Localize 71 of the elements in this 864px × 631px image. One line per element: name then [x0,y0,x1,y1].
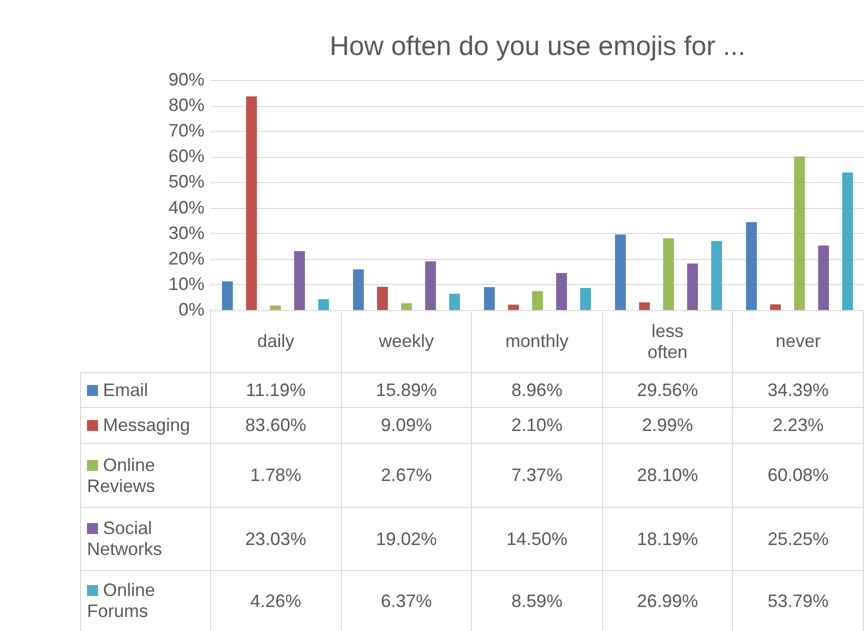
bar [770,304,781,310]
data-label: 25.25% [732,508,864,570]
y-tick-label: 60% [168,146,204,166]
y-tick-label: 40% [168,197,204,218]
data-label: 2.67% [341,444,472,508]
data-label: 28.10% [602,444,733,508]
bar [818,245,829,310]
bar [687,264,698,310]
legend-label: Online Forums [87,580,156,622]
data-label: 15.89% [341,372,472,408]
bar [425,261,436,310]
bar [794,156,805,310]
x-tick-label: monthly [504,331,570,352]
data-label: 14.50% [472,508,602,570]
bar [246,96,257,310]
data-label: 9.09% [341,408,472,444]
bar [746,222,757,310]
data-label: 2.23% [732,408,864,444]
x-tick-label: weekly [378,331,435,352]
legend-label: Social Networks [87,518,164,560]
bar [580,288,591,310]
bar [294,251,305,310]
bar [615,234,626,310]
y-tick-label: 10% [168,274,204,294]
data-label: 2.10% [472,408,602,444]
bar [353,269,364,310]
data-label: 8.59% [472,570,602,631]
bar [532,291,543,310]
data-label: 53.79% [732,570,864,631]
y-tick-label: 50% [168,172,204,192]
data-label: 8.96% [472,372,602,408]
y-tick-label: 90% [168,70,204,90]
y-tick-label: 70% [168,120,204,141]
data-label: 34.39% [732,372,864,408]
y-tick-label: 0% [178,300,204,320]
y-tick-label: 80% [168,95,204,116]
data-label: 7.37% [472,444,602,508]
x-tick-label: never [774,331,822,352]
bar [270,305,281,310]
bar [639,302,650,310]
data-label: 11.19% [210,372,342,408]
bar [484,287,495,310]
y-tick-label: 20% [168,248,204,268]
bar [222,281,233,310]
bar [318,299,329,310]
data-label: 83.60% [210,408,342,444]
x-tick-label: daily [256,331,296,352]
bar [508,304,519,310]
legend-label: Online Reviews [87,454,156,496]
data-label: 29.56% [602,372,733,408]
chart-title: How often do you use emojis for ... [330,31,746,61]
x-tick-label: less often [646,320,689,362]
bar [401,303,412,310]
legend-label: Messaging [102,415,192,436]
bar [842,172,853,310]
data-label: 18.19% [602,508,733,570]
legend-label: Email [102,380,150,400]
data-label: 26.99% [602,570,733,631]
bar [711,241,722,310]
data-label: 1.78% [210,444,342,508]
data-label: 2.99% [602,408,733,444]
data-label: 23.03% [210,508,342,570]
data-label: 6.37% [341,570,472,631]
bar [663,238,674,310]
bar [449,294,460,310]
data-label: 19.02% [341,508,472,570]
bar [556,272,567,310]
data-label: 4.26% [210,570,342,631]
y-tick-label: 30% [168,222,204,243]
bar [377,286,388,310]
data-label: 60.08% [732,444,864,508]
